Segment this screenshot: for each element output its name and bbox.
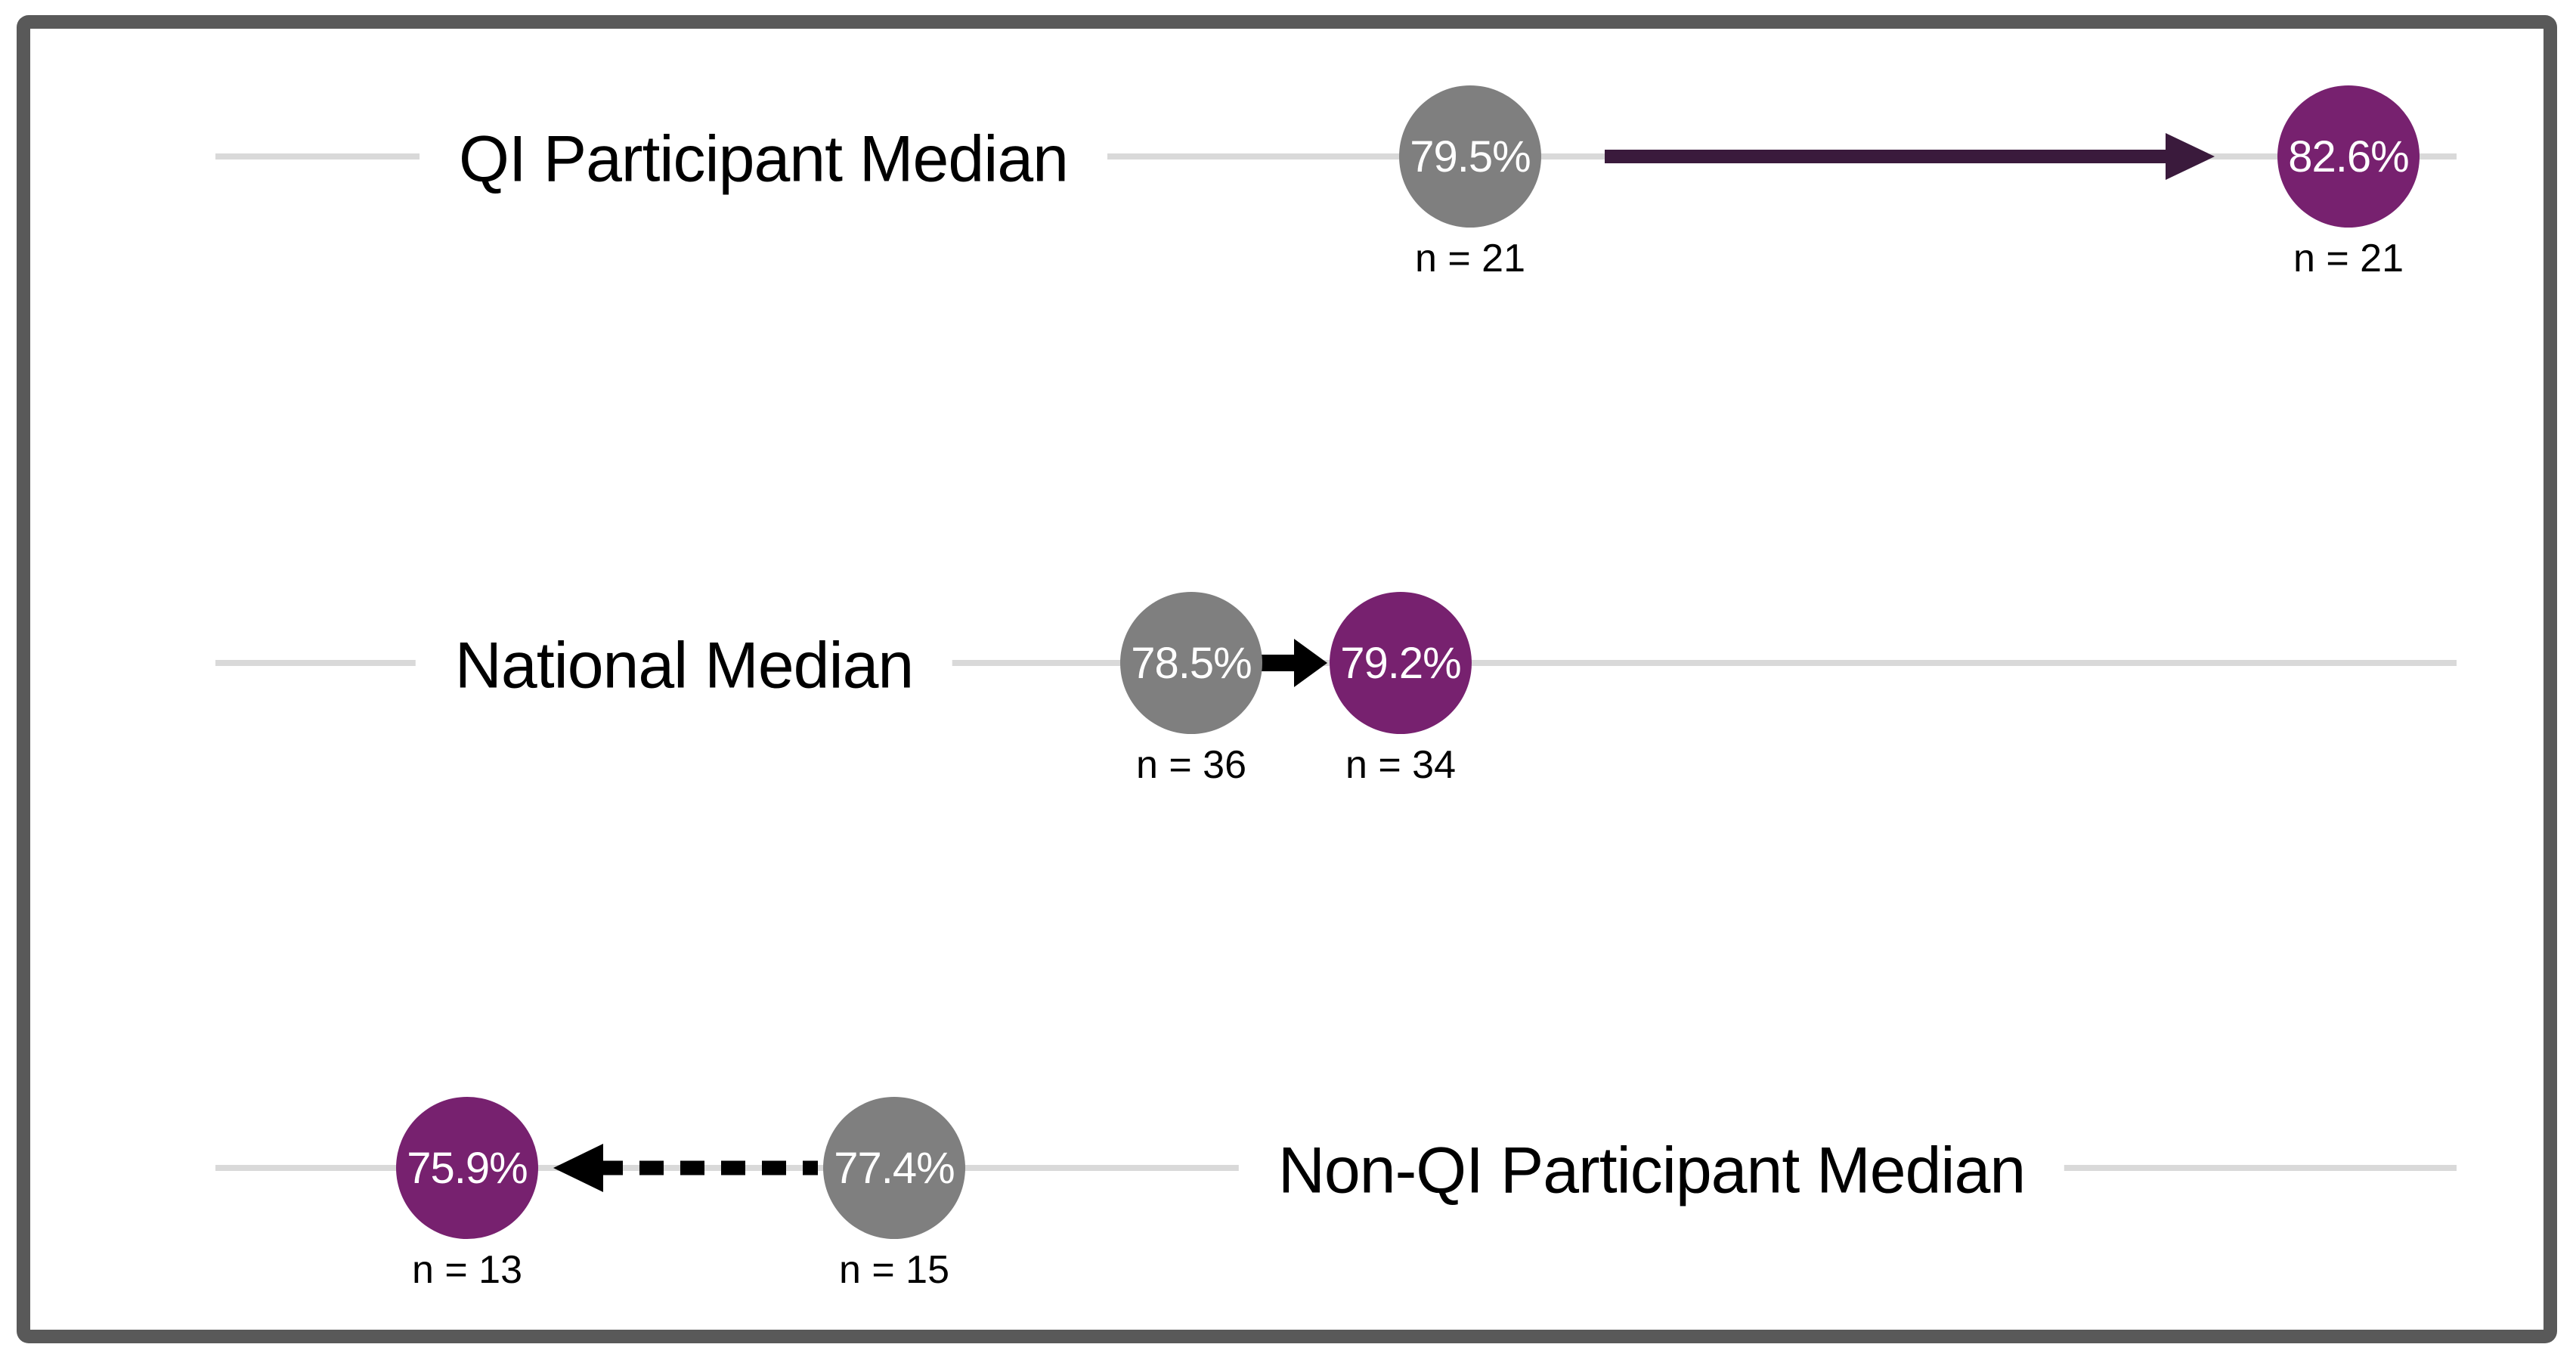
- baseline-value-national: 78.5%: [1131, 638, 1252, 688]
- category-label-national: National Median: [415, 628, 953, 704]
- current-value-qi: 82.6%: [2288, 132, 2409, 181]
- arrow-left-dashed-icon: [553, 1144, 818, 1192]
- current-circle-qi: 82.6%: [2277, 85, 2420, 228]
- baseline-n-national: n = 36: [1135, 743, 1247, 787]
- arrow-right-icon: [1605, 133, 2215, 180]
- arrow-right-icon: [1259, 639, 1327, 687]
- category-label-qi-participant: QI Participant Median: [420, 122, 1107, 197]
- baseline-circle-qi: 79.5%: [1399, 85, 1541, 228]
- baseline-circle-nonqi: 77.4%: [823, 1097, 965, 1239]
- baseline-circle-national: 78.5%: [1120, 592, 1262, 734]
- baseline-value-nonqi: 77.4%: [834, 1143, 955, 1193]
- baseline-n-qi: n = 21: [1414, 237, 1526, 280]
- current-n-nonqi: n = 13: [411, 1248, 523, 1292]
- current-value-national: 79.2%: [1340, 638, 1461, 688]
- gridline-row-qi: [215, 153, 2457, 160]
- current-n-qi: n = 21: [2293, 237, 2404, 280]
- current-circle-national: 79.2%: [1330, 592, 1472, 734]
- current-value-nonqi: 75.9%: [407, 1143, 528, 1193]
- baseline-n-nonqi: n = 15: [838, 1248, 950, 1292]
- current-circle-nonqi: 75.9%: [396, 1097, 538, 1239]
- current-n-national: n = 34: [1345, 743, 1457, 787]
- category-label-non-qi-participant: Non-QI Participant Median: [1238, 1133, 2065, 1209]
- baseline-value-qi: 79.5%: [1410, 132, 1531, 181]
